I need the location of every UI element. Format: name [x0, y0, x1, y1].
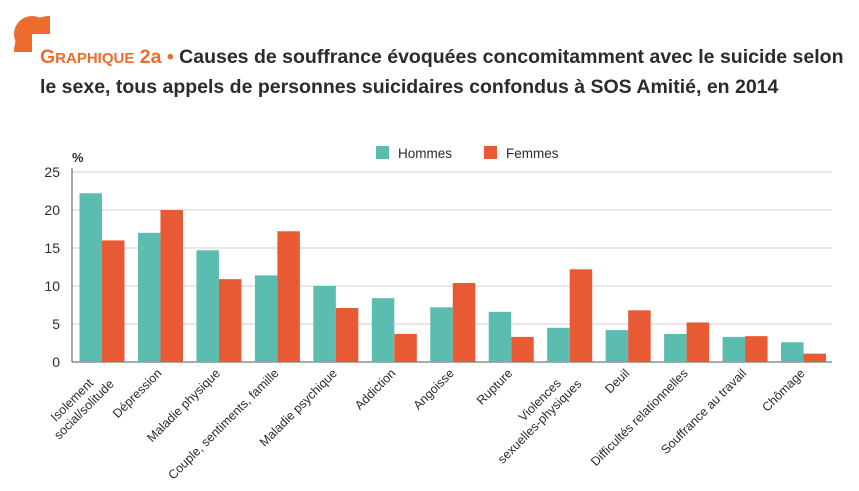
legend-label-hommes: Hommes [398, 146, 452, 161]
x-tick-label: Isolementsocial/solitude [41, 366, 117, 442]
bar-femmes [277, 231, 300, 362]
bar-femmes [160, 210, 183, 362]
chart-number-label: GRAPHIQUE 2a [40, 46, 162, 68]
x-tick-label: Angoisse [411, 366, 457, 412]
bar-hommes [254, 275, 278, 362]
y-tick-label: 0 [52, 354, 60, 370]
bar-femmes [218, 279, 242, 362]
bar-femmes [335, 308, 359, 362]
bar-hommes [196, 250, 219, 362]
bar-femmes [686, 322, 710, 362]
bar-femmes [102, 240, 125, 362]
bar-femmes [394, 333, 417, 362]
chart-title-text: Causes de souffrance évoquées concomitam… [40, 46, 844, 98]
y-tick-label: 5 [52, 316, 60, 332]
bar-hommes [430, 307, 453, 362]
bar-hommes [488, 311, 512, 362]
bar-hommes [664, 333, 687, 362]
legend-swatch-femmes [484, 146, 497, 159]
x-tick-label: Difficultés relationnelles [588, 366, 691, 469]
bar-hommes [722, 336, 746, 362]
bar-femmes [628, 310, 651, 362]
bar-hommes [137, 232, 161, 362]
corner-decoration-icon [14, 16, 54, 56]
chart-title: GRAPHIQUE 2a • Causes de souffrance évoq… [40, 43, 850, 102]
x-tick-label: Deuil [602, 366, 632, 396]
bar-hommes [781, 342, 804, 362]
x-tick-label: Rupture [474, 366, 515, 407]
legend-label-femmes: Femmes [506, 146, 559, 161]
y-tick-label: 20 [44, 202, 60, 218]
bar-femmes [803, 353, 827, 362]
bar-femmes [745, 336, 768, 362]
bar-hommes [547, 327, 570, 362]
bar-femmes [511, 336, 534, 362]
y-tick-label: 10 [44, 278, 60, 294]
bar-femmes [452, 282, 476, 362]
bar-hommes [371, 298, 395, 362]
bar-femmes [569, 269, 593, 362]
y-axis-unit: % [72, 150, 84, 165]
bar-hommes [313, 286, 336, 362]
bar-hommes [79, 193, 102, 362]
x-tick-label: Chômage [759, 366, 807, 414]
legend-swatch-hommes [376, 146, 389, 159]
y-tick-label: 25 [44, 164, 60, 180]
bar-hommes [605, 330, 629, 362]
x-tick-label: Addiction [352, 366, 398, 412]
y-tick-label: 15 [44, 240, 60, 256]
title-bullet: • [166, 46, 174, 68]
x-tick-label: Dépression [110, 366, 165, 421]
x-tick-label: Couple, sentiments, famille [165, 366, 281, 482]
